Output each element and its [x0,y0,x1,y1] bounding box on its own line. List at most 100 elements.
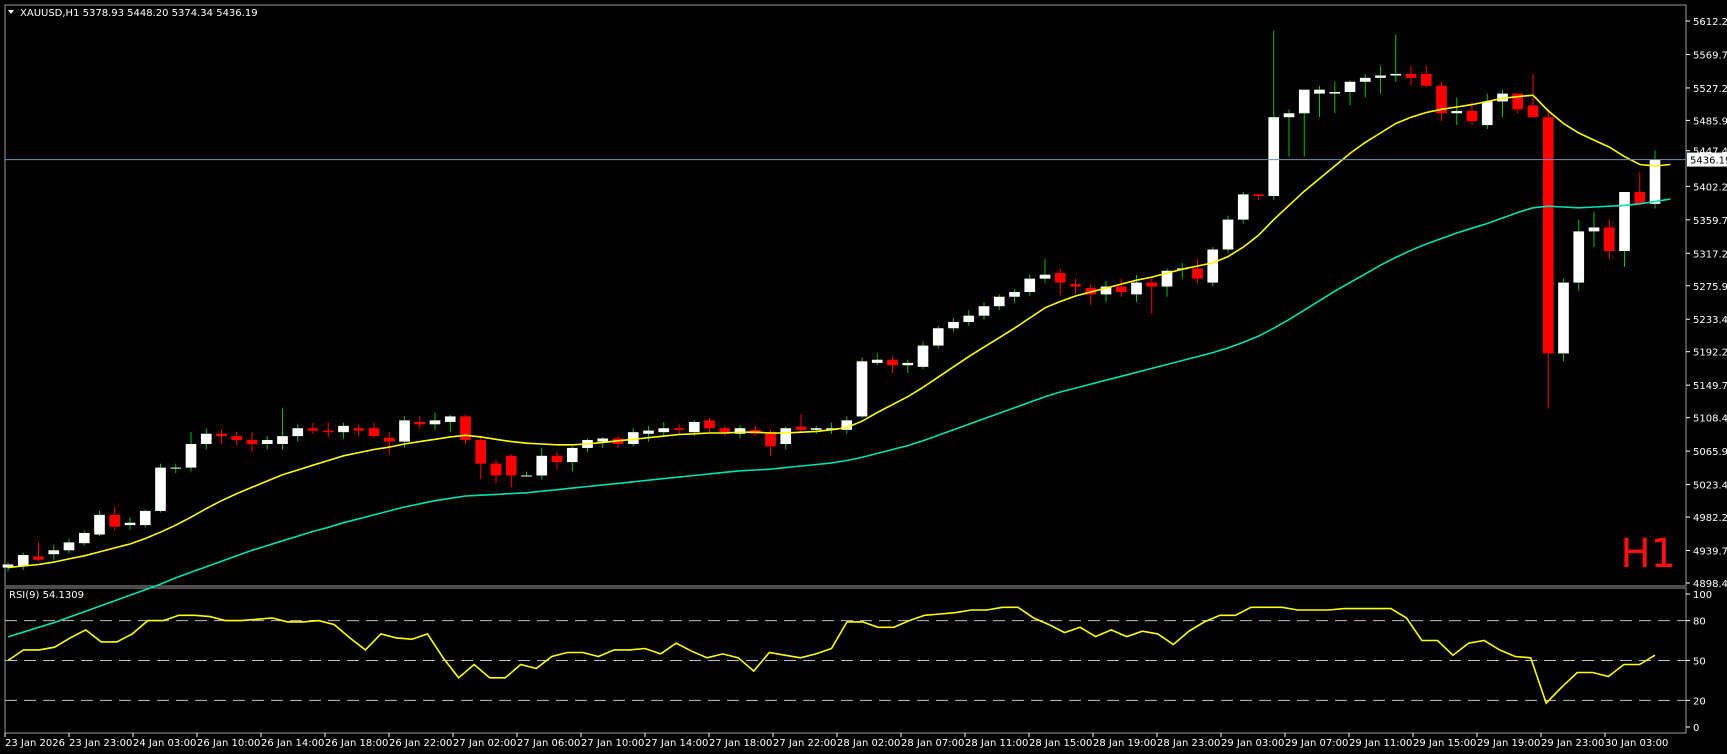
candle [490,459,502,484]
candle [963,310,975,326]
candle [216,429,227,444]
candle [1207,247,1219,287]
candle-body [368,428,380,437]
rsi-levels [5,620,1686,701]
price-tick-label: 5192.20 [1693,348,1727,359]
candle [231,432,243,446]
time-tick-label: 27 Jan 14:00 [645,738,708,749]
candle-body [1466,110,1478,122]
candle-body [170,467,182,469]
price-tick-label: 5359.70 [1693,216,1727,227]
candle [551,451,563,470]
candle-body [1420,73,1432,86]
candle [1451,97,1463,126]
price-tick-label: 5149.70 [1693,381,1727,392]
rsi-header: RSI(9) 54.1309 [9,590,84,601]
candle [856,357,868,419]
candle [1558,278,1569,362]
candle-body [810,428,822,430]
ma-fast-line [7,94,1671,569]
candle [810,425,822,434]
candle-body [1375,75,1386,78]
candle [1237,192,1249,224]
candle [444,414,456,433]
candle-body [841,420,853,430]
candle-body [1573,231,1585,283]
candle [33,542,44,562]
time-tick-label: 27 Jan 10:00 [581,738,644,749]
candle [1222,215,1234,253]
candle [338,422,349,439]
candle-body [597,438,609,442]
price-tick-label: 5275.95 [1693,282,1727,293]
candle [704,418,715,433]
candle-body [505,455,517,476]
candle [17,552,29,570]
candle-body [460,416,471,441]
rsi-tick-label: 20 [1693,696,1706,707]
time-tick-label: 27 Jan 18:00 [709,738,772,749]
candle [353,424,365,437]
candle [871,353,883,366]
candle-body [1588,227,1600,232]
candle [1054,268,1066,295]
candle [521,471,532,477]
candle [261,436,273,450]
candle [612,436,624,448]
candle [1298,89,1310,157]
candle-body [261,440,273,444]
candle [246,432,258,452]
candle-body [475,440,487,464]
price-tick-label: 5108.45 [1693,414,1727,425]
candle [78,530,90,546]
price-tick-label: 4939.70 [1693,547,1727,558]
candle-body [33,556,44,560]
price-tick-label: 5023.45 [1693,481,1727,492]
candle [460,414,471,444]
candle-body [948,321,959,329]
candle [582,438,593,452]
candle-body [1451,110,1463,114]
time-tick-label: 29 Jan 11:00 [1349,738,1412,749]
time-tick-label: 28 Jan 11:00 [965,738,1028,749]
candle [643,425,654,442]
candle [368,422,380,438]
candle-body [353,428,365,431]
candle-body [292,428,304,437]
candle [429,412,441,430]
candle-body [1161,270,1173,287]
price-tick-label: 5485.95 [1693,116,1727,127]
rsi-indicator [7,606,1656,705]
candle-body [795,426,807,430]
candle-body [780,428,792,444]
candle-body [307,428,319,431]
candle [917,341,929,370]
candle [1283,109,1295,157]
candle-body [1039,274,1051,279]
candle-body [1253,194,1264,196]
candle [277,408,288,450]
candle [1359,73,1371,98]
candle-body [932,328,944,346]
candle-body [63,542,75,551]
time-tick-label: 26 Jan 18:00 [325,738,388,749]
candle-body [1298,89,1310,114]
time-tick-label: 28 Jan 02:00 [837,738,900,749]
candle [566,446,578,472]
candle-body [414,421,426,425]
candle [826,422,837,434]
candle-body [399,420,410,442]
candle [1649,150,1661,209]
candle-body [1329,92,1341,94]
current-price-tag [1687,152,1727,167]
candle [1390,34,1402,82]
candle-body [627,432,639,444]
chevron-down-icon[interactable] [8,10,14,14]
time-tick-label: 28 Jan 23:00 [1157,738,1220,749]
time-tick-label: 27 Jan 22:00 [773,738,836,749]
candle [1375,66,1386,94]
candle-body [155,467,166,511]
time-tick-label: 27 Jan 06:00 [517,738,580,749]
